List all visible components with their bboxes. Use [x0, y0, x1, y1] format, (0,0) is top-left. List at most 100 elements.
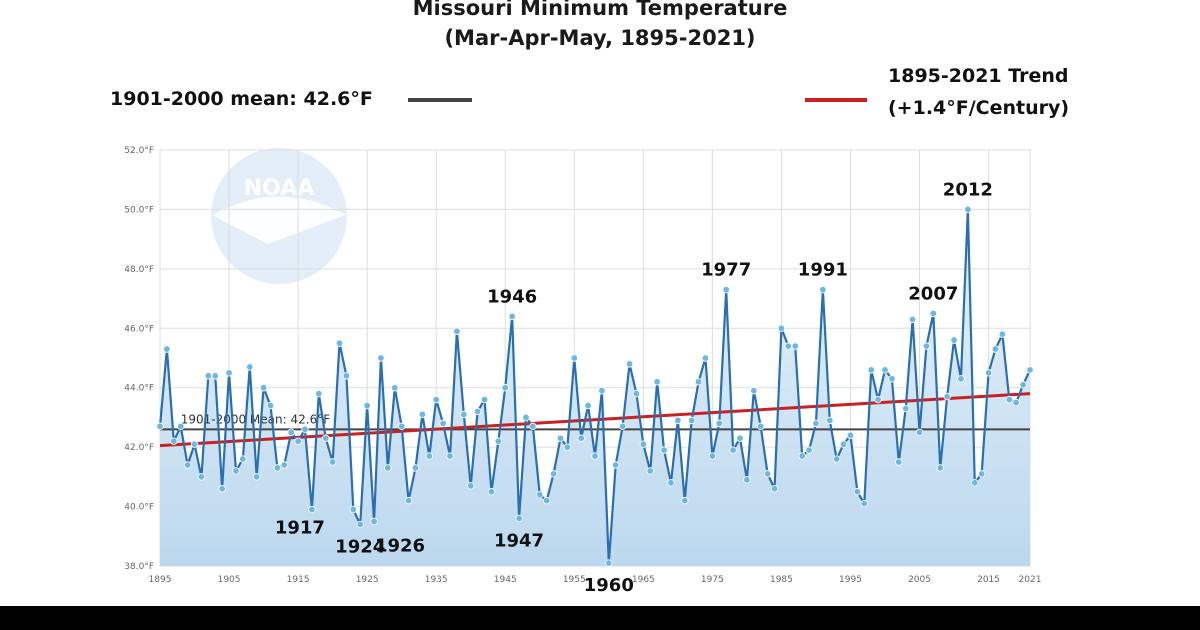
- x-tick-label: 1955: [563, 575, 586, 585]
- data-point-1999: [874, 395, 882, 404]
- data-point-1987: [791, 342, 799, 350]
- data-point-1900: [190, 440, 199, 448]
- data-point-1995: [846, 431, 855, 439]
- data-point-1942: [480, 395, 489, 404]
- bottom-bar: [0, 606, 1200, 630]
- x-tick-label: 1935: [425, 575, 448, 585]
- year-annotation-1947: 1947: [494, 530, 544, 551]
- x-tick-label: 1945: [494, 575, 517, 585]
- data-point-1982: [757, 422, 765, 431]
- data-point-2004: [908, 315, 917, 324]
- data-point-1971: [681, 496, 689, 505]
- data-point-1904: [218, 485, 226, 493]
- data-point-1947: [515, 514, 523, 523]
- data-point-1928: [384, 464, 392, 472]
- data-point-1994: [839, 440, 848, 448]
- x-tick-label: 2021: [1019, 575, 1042, 585]
- data-point-1933: [418, 410, 427, 419]
- data-point-2020: [1019, 381, 1027, 389]
- data-point-1992: [826, 416, 834, 425]
- data-point-1970: [674, 416, 682, 425]
- data-point-1897: [170, 437, 178, 445]
- x-tick-label: 1915: [287, 575, 310, 585]
- data-point-1978: [729, 446, 737, 454]
- data-point-1949: [529, 422, 537, 431]
- x-tick-label: 1985: [770, 575, 793, 585]
- data-point-1898: [177, 422, 185, 431]
- data-point-2014: [977, 470, 986, 478]
- data-point-1993: [832, 455, 841, 463]
- data-point-1939: [460, 410, 468, 419]
- data-point-1906: [232, 467, 240, 475]
- data-point-1984: [770, 485, 779, 493]
- data-point-1974: [701, 354, 710, 362]
- data-point-1911: [266, 401, 275, 410]
- data-point-1954: [563, 443, 572, 451]
- y-tick-label: 48.0°F: [124, 265, 154, 275]
- data-point-2015: [984, 369, 993, 377]
- data-point-1910: [259, 384, 268, 392]
- data-point-1960: [605, 559, 613, 567]
- data-point-1968: [660, 446, 668, 454]
- x-tick-label: 1895: [149, 575, 172, 585]
- data-point-1945: [501, 384, 509, 392]
- data-point-1901: [197, 473, 206, 481]
- data-point-1983: [763, 470, 772, 478]
- data-point-1989: [805, 446, 813, 454]
- data-point-1935: [432, 395, 440, 404]
- data-point-1979: [736, 434, 744, 442]
- data-point-1899: [183, 461, 192, 469]
- data-point-1895: [156, 422, 164, 431]
- y-tick-label: 40.0°F: [124, 503, 154, 513]
- temperature-chart: NOAA 1901-2000 Mean: 42.6°F 38.0°F 40.0°F…: [124, 146, 1042, 596]
- chart-title: Missouri Minimum Temperature: [412, 0, 788, 20]
- area-fill: [160, 209, 1030, 566]
- data-point-1926: [370, 517, 378, 526]
- data-point-1961: [612, 461, 620, 469]
- x-tick-label: 1925: [356, 575, 379, 585]
- mean-line-label: 1901-2000 Mean: 42.6°F: [181, 412, 330, 426]
- data-point-1920: [328, 458, 337, 466]
- data-point-1918: [315, 389, 323, 398]
- data-point-1997: [860, 499, 868, 508]
- data-point-1963: [625, 360, 634, 368]
- data-point-1943: [487, 488, 496, 496]
- data-point-1924: [356, 520, 364, 529]
- data-point-1956: [577, 434, 585, 442]
- data-point-2009: [943, 392, 951, 401]
- data-point-1917: [308, 505, 316, 514]
- data-point-2002: [895, 458, 903, 466]
- data-point-1919: [322, 434, 330, 442]
- data-point-2006: [922, 342, 931, 350]
- data-point-1936: [439, 419, 447, 428]
- data-point-1909: [252, 473, 261, 481]
- year-annotation-1960: 1960: [584, 575, 634, 596]
- data-point-1985: [777, 324, 786, 332]
- data-point-1921: [335, 339, 344, 347]
- data-point-1966: [646, 467, 654, 475]
- data-point-1948: [522, 413, 530, 422]
- data-point-1991: [819, 285, 827, 294]
- data-point-1998: [867, 366, 875, 374]
- data-point-1964: [632, 389, 641, 398]
- data-point-2010: [950, 336, 958, 344]
- data-point-2008: [936, 464, 944, 472]
- data-point-2016: [991, 345, 1000, 353]
- data-point-1937: [446, 452, 454, 460]
- data-point-1913: [280, 461, 288, 469]
- year-annotation-2007: 2007: [908, 283, 958, 304]
- year-annotation-1926: 1926: [375, 535, 425, 556]
- data-point-1986: [784, 342, 793, 350]
- data-point-1912: [273, 464, 282, 472]
- data-point-1934: [425, 452, 433, 460]
- data-point-1996: [853, 488, 862, 496]
- data-point-1925: [363, 401, 371, 410]
- data-point-1929: [391, 384, 399, 392]
- data-point-2000: [881, 366, 889, 374]
- year-annotation-2012: 2012: [943, 179, 993, 200]
- noaa-logo-icon: NOAA: [211, 148, 347, 284]
- y-tick-label: 50.0°F: [124, 205, 154, 215]
- year-annotation-1946: 1946: [487, 286, 537, 307]
- data-point-1969: [667, 479, 675, 487]
- data-point-1908: [246, 363, 254, 371]
